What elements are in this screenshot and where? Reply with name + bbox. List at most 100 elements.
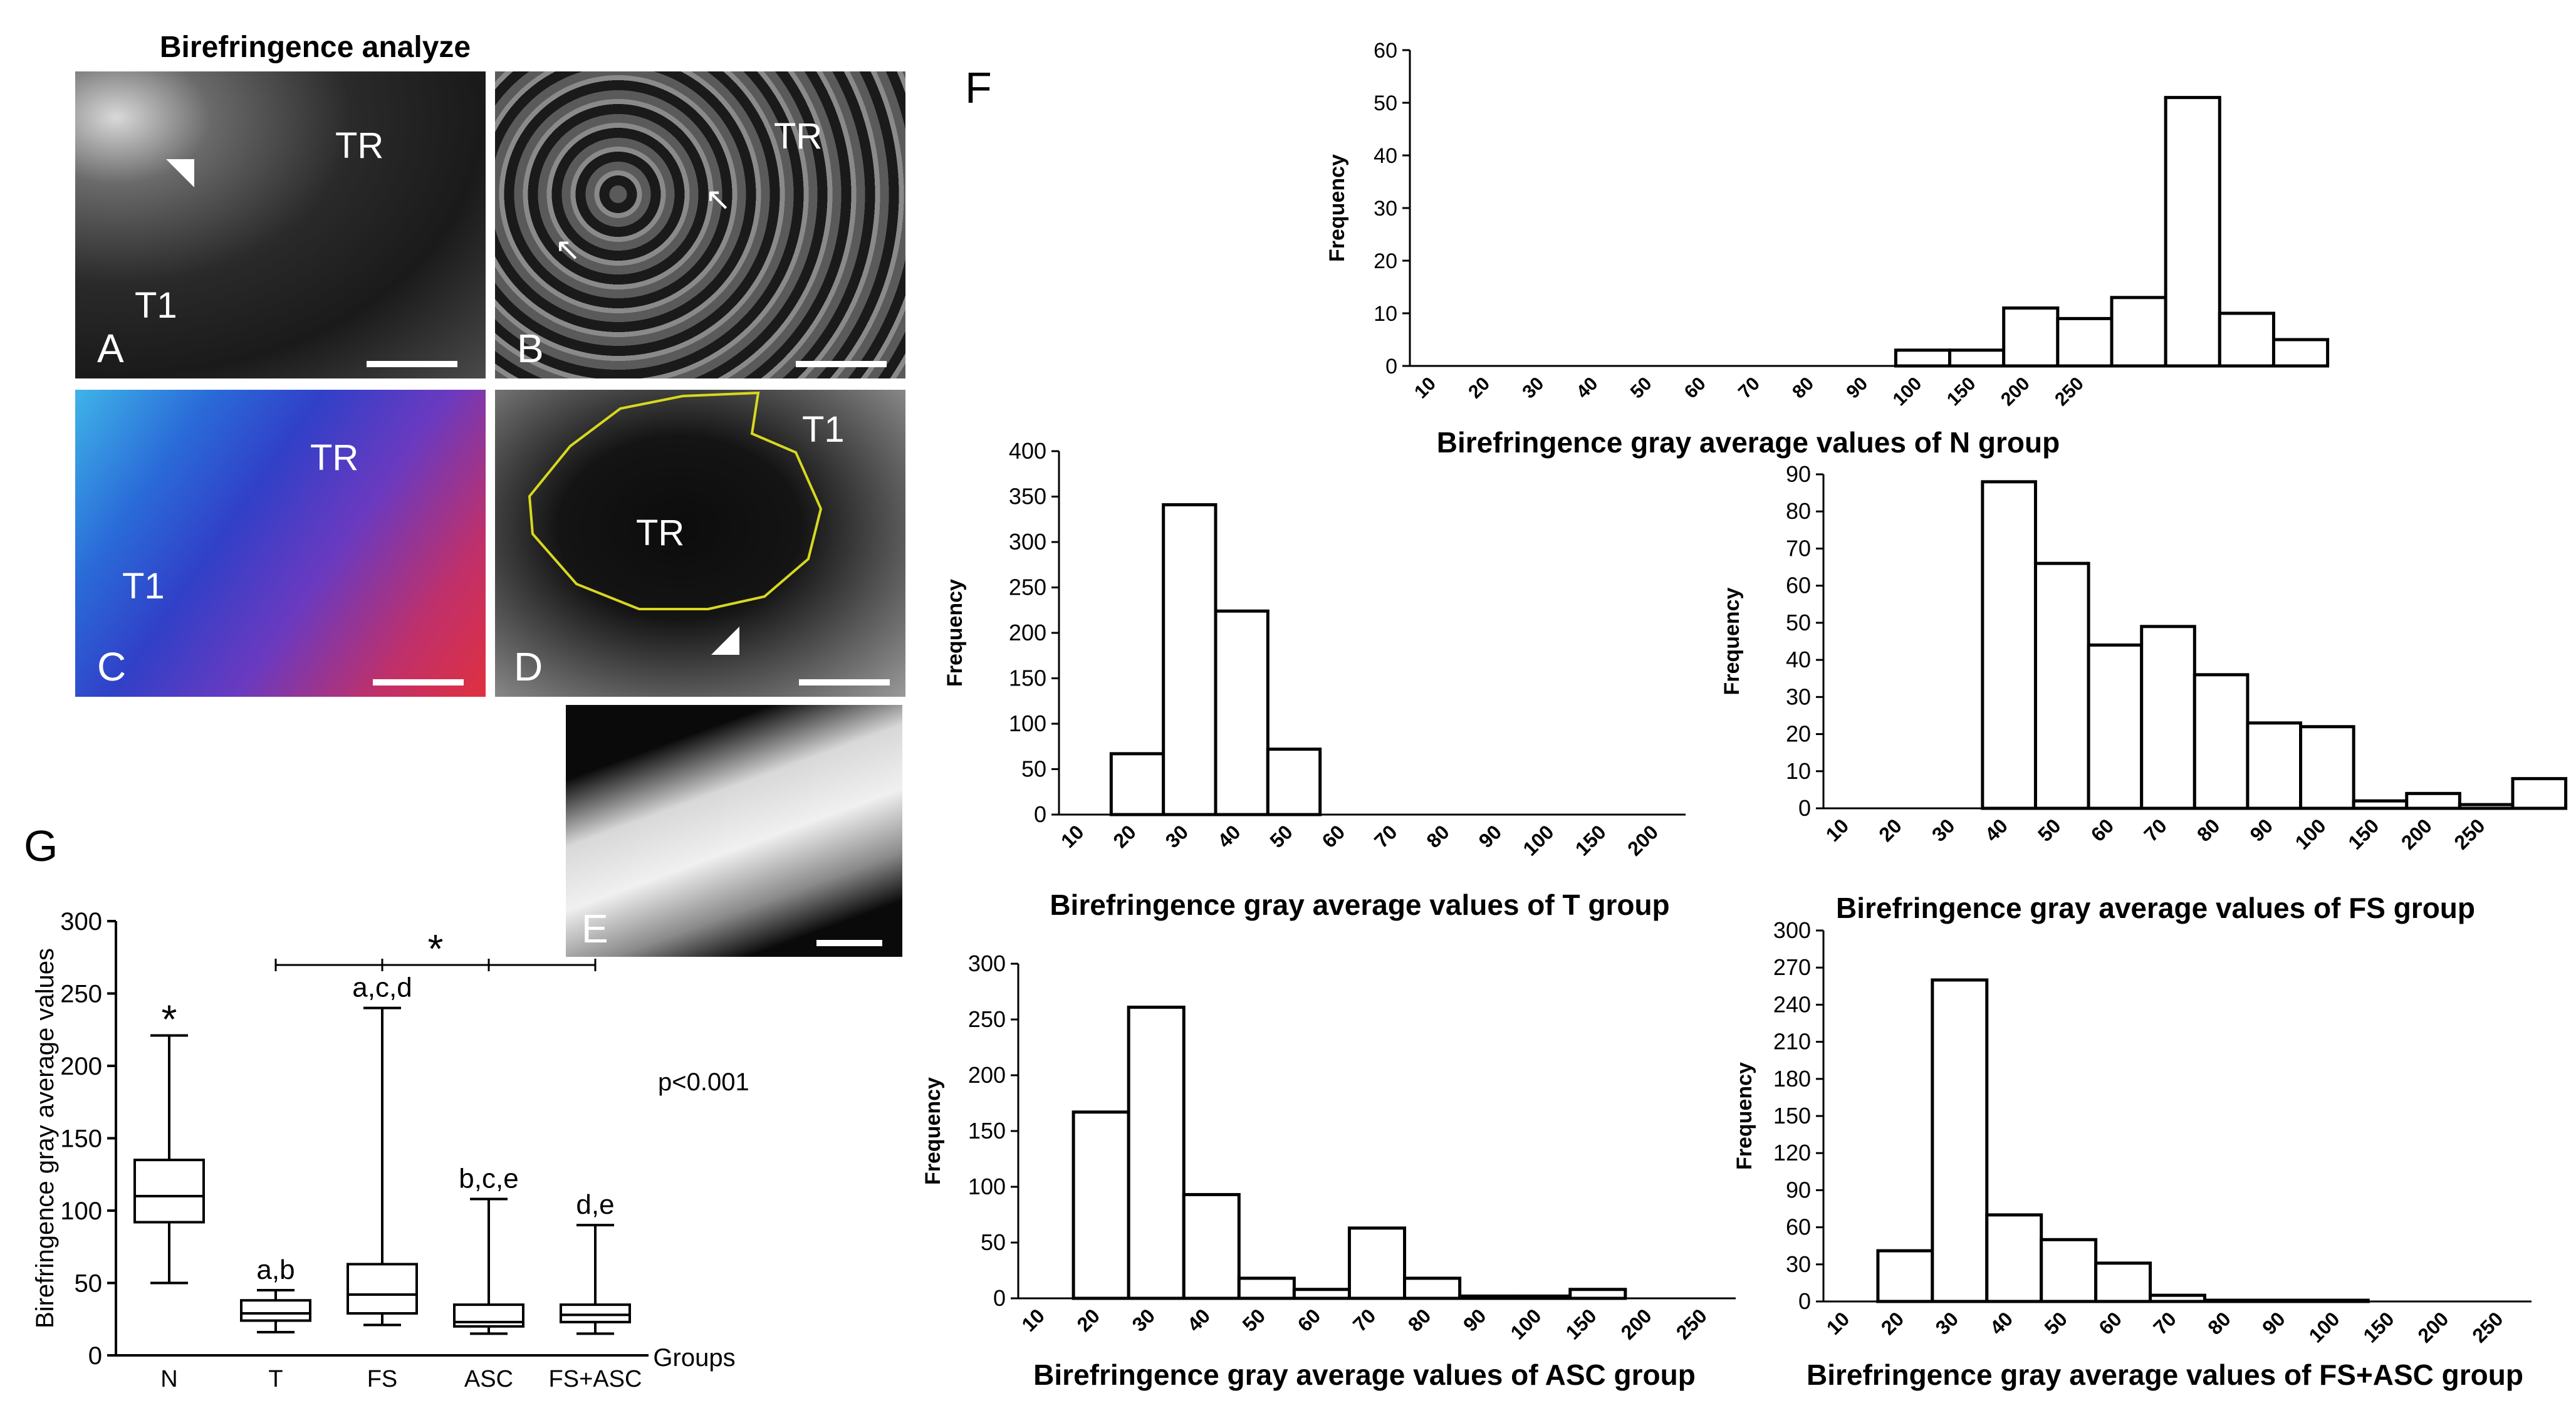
y-tick-label: 50: [1374, 91, 1397, 115]
panel-letter-f: F: [965, 63, 992, 112]
x-tick-label: FS+ASC: [549, 1366, 642, 1392]
x-tick-label: 90: [2246, 814, 2278, 846]
x-axis-label: Birefringence gray average values of ASC…: [1033, 1358, 1696, 1391]
x-tick-label: 70: [1734, 373, 1764, 403]
histogram-bar: [2002, 306, 2060, 368]
micrograph-panel-c: TR T1 C: [75, 390, 486, 697]
histogram-bar: [1127, 1005, 1186, 1300]
x-tick-label: 80: [2193, 814, 2224, 846]
x-tick-label: 30: [1128, 1304, 1160, 1336]
y-tick-label: 150: [1009, 665, 1046, 691]
y-tick-label: 20: [1786, 721, 1811, 747]
y-tick-label: 70: [1786, 535, 1811, 561]
scale-bar: [367, 361, 457, 367]
histogram-bar: [1876, 1249, 1934, 1303]
x-tick-label: 150: [1943, 373, 1980, 410]
y-tick-label: 30: [1374, 197, 1397, 221]
x-axis-label: Birefringence gray average values of FS+…: [1807, 1358, 2523, 1391]
x-tick-label: T: [268, 1366, 283, 1392]
panel-letter-b: B: [517, 326, 544, 371]
y-tick-label: 300: [968, 951, 1006, 976]
x-tick-label: 10: [1822, 1307, 1854, 1339]
y-tick-label: 0: [1034, 801, 1046, 827]
y-tick-label: 0: [1798, 795, 1811, 821]
y-tick-label: 120: [1773, 1140, 1811, 1165]
x-tick-label: 150: [2359, 1307, 2398, 1347]
histogram-bar: [2458, 803, 2515, 810]
arrow-icon: ↖: [555, 232, 581, 267]
y-tick-label: 80: [1786, 498, 1811, 524]
x-tick-label: 90: [1474, 820, 1506, 852]
x-tick-label: 10: [1411, 373, 1440, 403]
histogram-bar: [1981, 480, 2037, 810]
x-tick-label: 40: [1213, 820, 1245, 852]
histogram-bar: [2033, 561, 2090, 810]
histogram-bar: [2164, 96, 2221, 368]
y-tick-label: 30: [1786, 1251, 1811, 1277]
x-tick-label: 30: [1161, 820, 1193, 852]
histogram-bar: [1109, 752, 1165, 816]
panel-letter-e: E: [581, 906, 608, 951]
y-tick-label: 50: [1786, 610, 1811, 635]
y-tick-label: 0: [1385, 355, 1397, 378]
y-tick-label: 40: [1786, 647, 1811, 672]
histogram-bar: [2511, 777, 2568, 810]
x-tick-label: 40: [1980, 814, 2012, 846]
x-tick-label: 90: [1842, 373, 1872, 403]
histogram-bar: [2149, 1293, 2206, 1303]
y-tick-label: 30: [1786, 684, 1811, 709]
x-axis-label: Groups: [653, 1344, 735, 1372]
x-tick-label: 30: [1927, 814, 1959, 846]
y-tick-label: 240: [1773, 991, 1811, 1017]
y-tick-label: 200: [968, 1062, 1006, 1088]
histogram-bar: [2040, 1238, 2098, 1303]
label-t1: T1: [135, 285, 177, 326]
histogram-bar: [2257, 1298, 2315, 1303]
x-tick-label: 60: [2087, 814, 2119, 846]
box: [133, 1159, 205, 1224]
histogram-bar: [1347, 1226, 1407, 1300]
x-tick-label: 40: [1986, 1307, 2018, 1339]
y-axis-label: Frequency: [1325, 154, 1349, 262]
x-tick-label: 70: [2149, 1307, 2181, 1339]
x-tick-label: 50: [1265, 820, 1297, 852]
arrow-icon: ↖: [705, 182, 731, 217]
arrowhead-icon: [166, 159, 194, 187]
y-tick-label: 200: [60, 1053, 102, 1080]
y-tick-label: 50: [75, 1270, 103, 1298]
y-tick-label: 60: [1786, 1214, 1811, 1240]
y-tick-label: 350: [1009, 484, 1046, 509]
x-tick-label: 90: [1459, 1304, 1491, 1336]
label-tr: TR: [636, 513, 685, 553]
histogram-bar: [2246, 721, 2303, 810]
significance-label: a,c,d: [352, 972, 412, 1003]
x-tick-label: 20: [1072, 1304, 1104, 1336]
y-axis-label: Birefringence gray average values: [31, 948, 59, 1328]
x-tick-label: FS: [367, 1366, 398, 1392]
panel-letter-a: A: [97, 326, 124, 371]
y-tick-label: 50: [1021, 756, 1046, 782]
x-tick-label: 20: [1874, 814, 1906, 846]
histogram-bar: [1931, 978, 1989, 1303]
y-axis-label: Frequency: [1720, 587, 1744, 695]
histogram-bar: [1568, 1288, 1627, 1300]
significance-label: b,c,e: [459, 1164, 518, 1194]
histogram-bar: [1214, 609, 1270, 816]
y-tick-label: 0: [993, 1285, 1006, 1311]
x-tick-label: 100: [2291, 814, 2330, 853]
x-tick-label: N: [160, 1366, 177, 1392]
significance-label: *: [162, 996, 177, 1041]
label-tr: TR: [335, 125, 384, 166]
histogram-bar: [2312, 1298, 2370, 1303]
histogram-bar: [1182, 1192, 1241, 1300]
histogram-bar: [2087, 643, 2144, 810]
x-tick-label: 30: [1518, 373, 1548, 403]
y-tick-label: 20: [1374, 249, 1397, 273]
x-tick-label: 150: [2344, 814, 2383, 853]
histogram-bar: [1237, 1276, 1296, 1300]
x-tick-label: 20: [1877, 1307, 1909, 1339]
histogram-bar: [1266, 748, 1322, 816]
y-tick-label: 300: [1773, 917, 1811, 943]
panel-letter-c: C: [97, 644, 127, 689]
histogram-bar: [1403, 1276, 1462, 1300]
